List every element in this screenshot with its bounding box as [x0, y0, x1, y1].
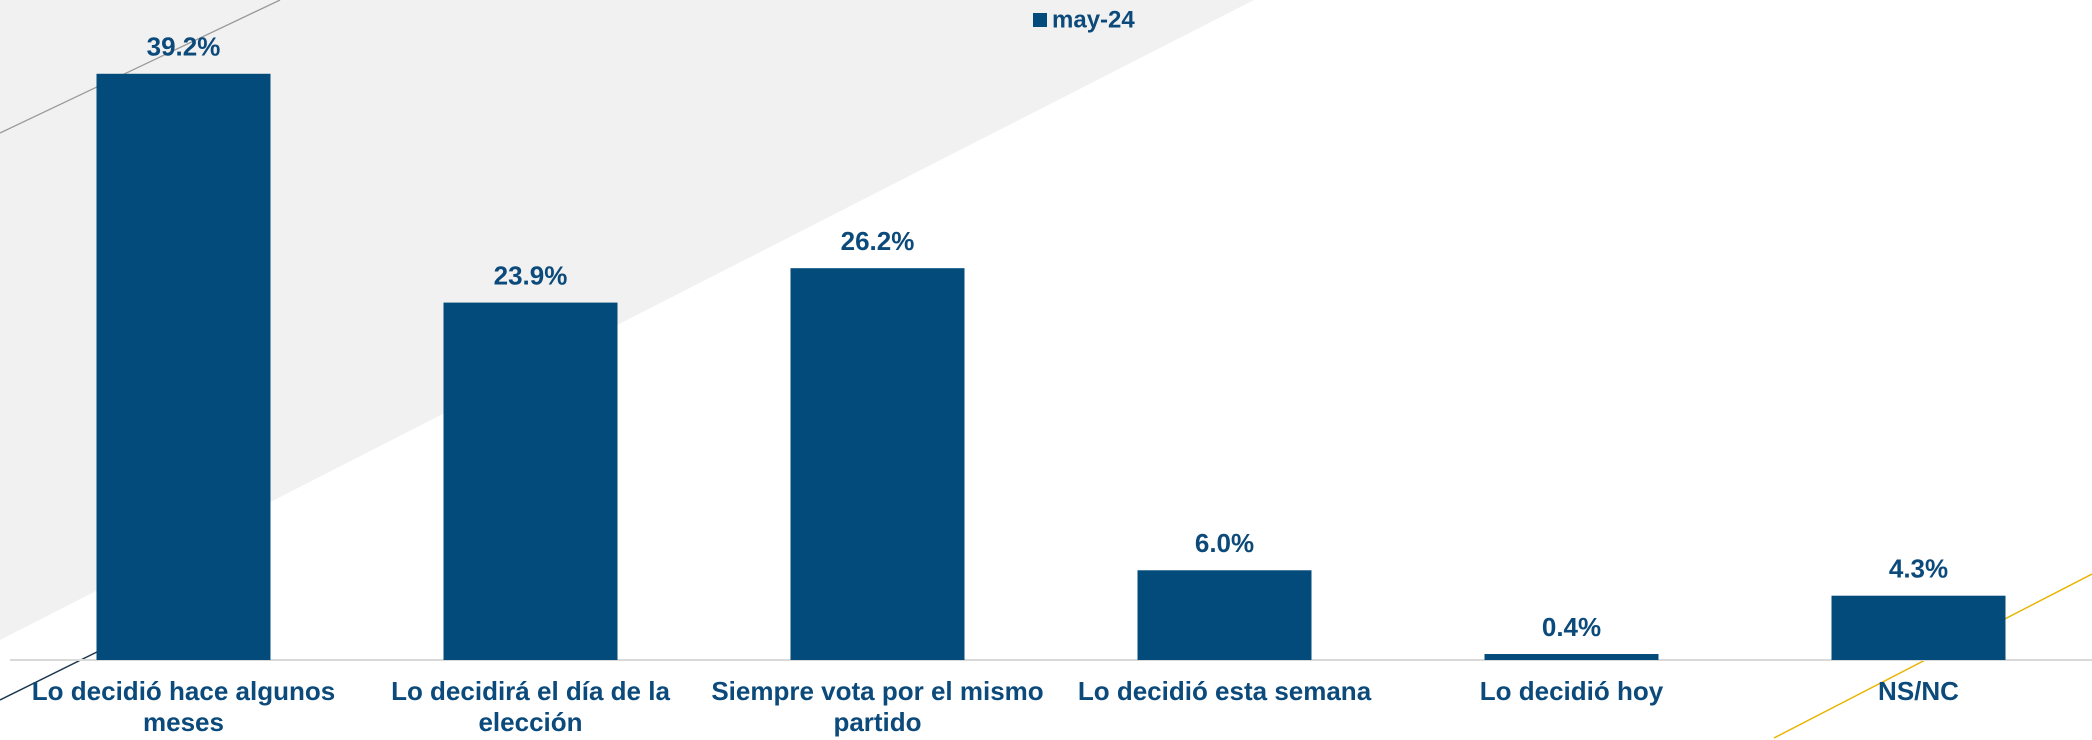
bar	[790, 268, 965, 660]
bar	[1831, 595, 2006, 660]
value-label: 6.0%	[1195, 528, 1254, 558]
bar	[443, 302, 618, 660]
value-label: 39.2%	[147, 32, 221, 62]
value-label: 23.9%	[494, 260, 568, 290]
legend-swatch	[1033, 13, 1047, 27]
bar	[1137, 570, 1312, 660]
legend-label: may-24	[1052, 6, 1135, 33]
bar	[96, 73, 271, 661]
value-label: 26.2%	[841, 226, 915, 256]
x-tick-label: NS/NC	[1878, 676, 1959, 706]
x-tick-label: Lo decidió esta semana	[1077, 676, 1372, 706]
bar	[1484, 654, 1659, 660]
background-shape	[0, 0, 1254, 640]
x-tick-label: Lo decidió hace algunos meses	[31, 676, 336, 737]
decor-line	[0, 0, 281, 134]
x-tick-label: Lo decidirá el día de la elección	[391, 676, 670, 737]
x-tick-label: Siempre vota por el mismo partido	[711, 676, 1044, 737]
decor-line	[0, 646, 108, 701]
value-label: 0.4%	[1542, 612, 1601, 642]
x-tick-label: Lo decidió hoy	[1479, 676, 1664, 706]
value-label: 4.3%	[1889, 554, 1948, 584]
